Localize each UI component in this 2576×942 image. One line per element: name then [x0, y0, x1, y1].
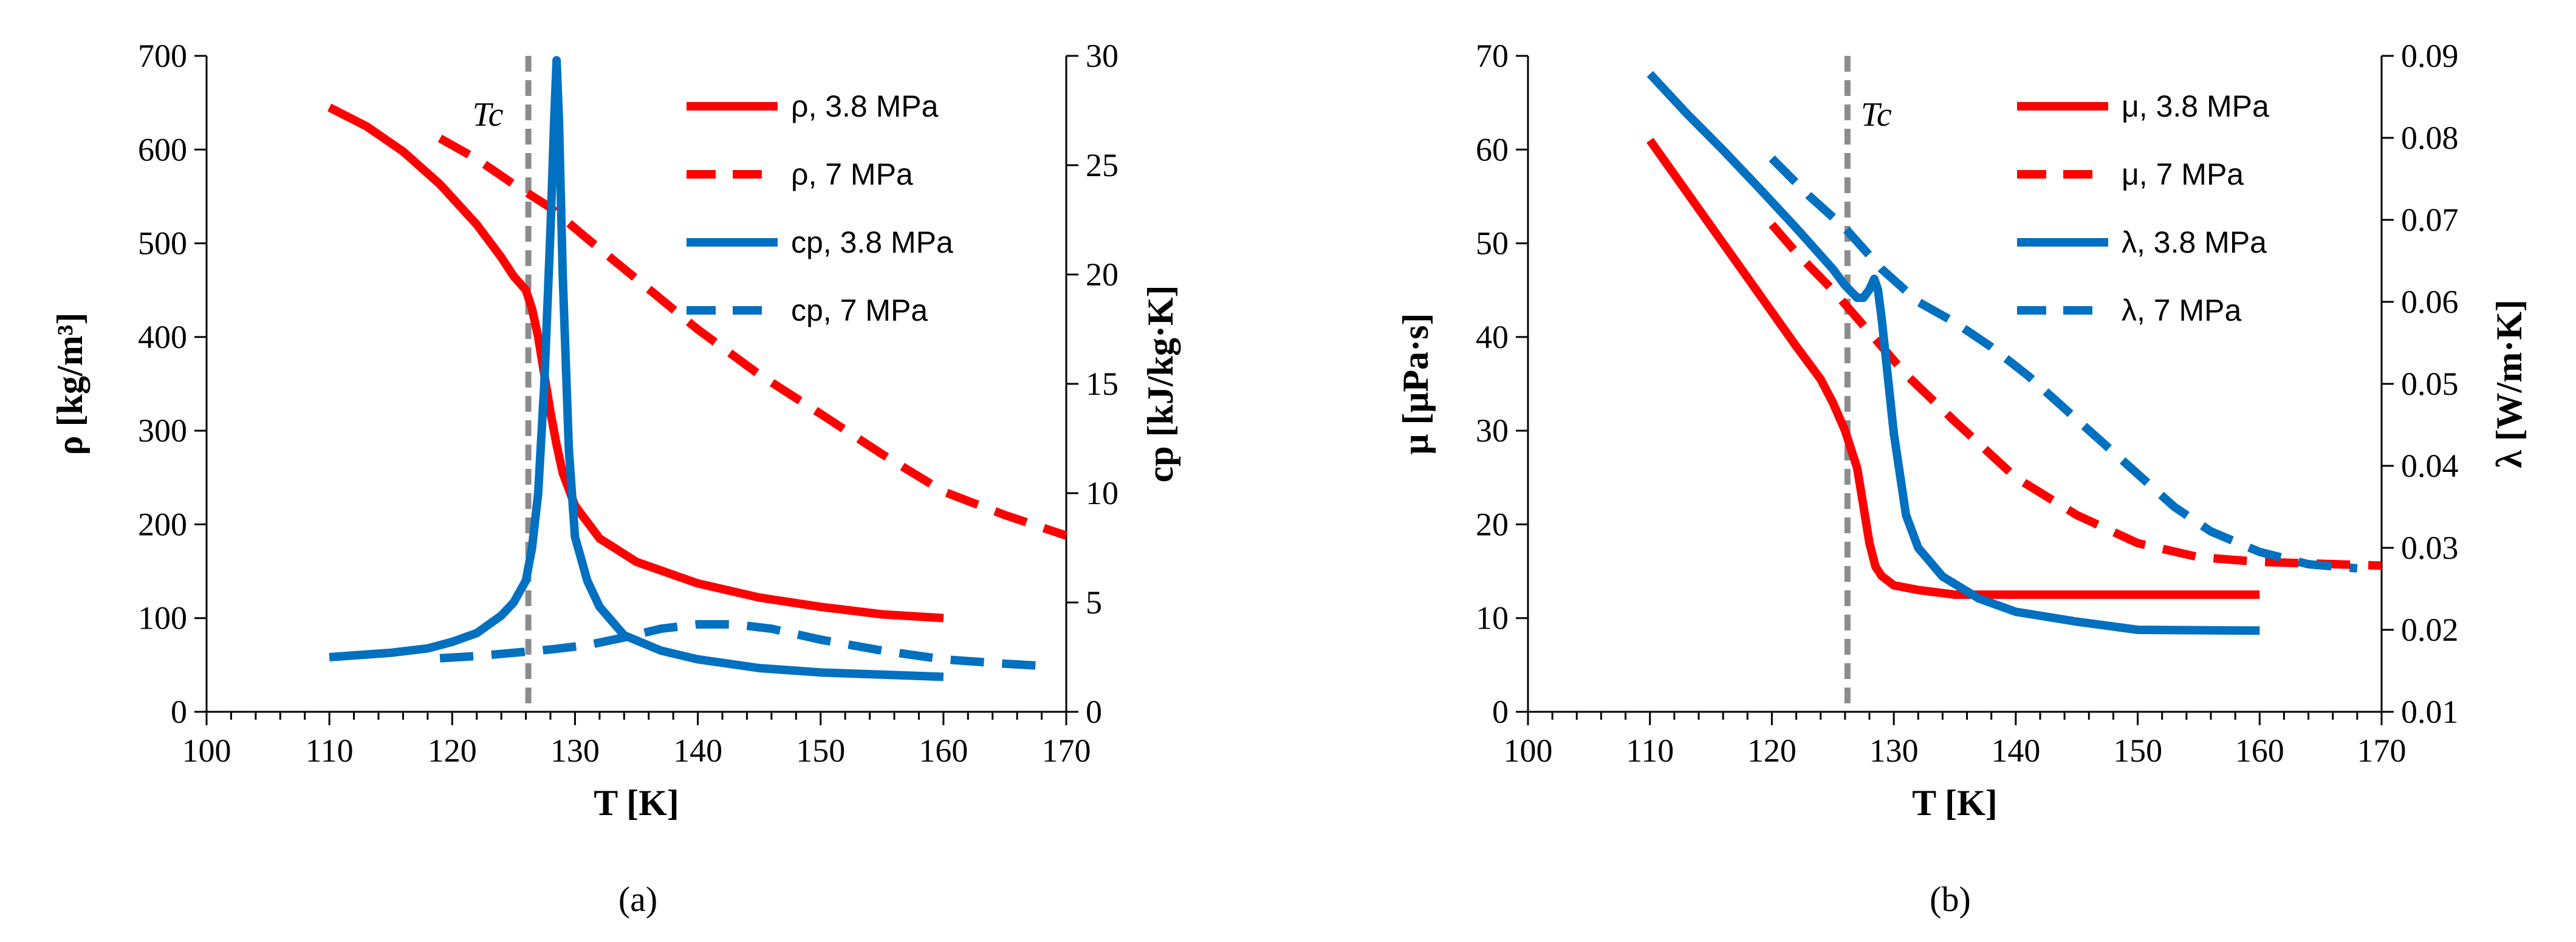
y-right-tick-label: 20	[1086, 256, 1118, 293]
x-tick-label: 150	[2113, 732, 2162, 769]
series-line-2	[329, 56, 944, 681]
x-axis-title: T [K]	[594, 783, 679, 823]
x-tick-label: 130	[1869, 732, 1919, 769]
y-right-tick-label: 0	[1086, 694, 1102, 730]
panel-caption: (b)	[1930, 879, 1971, 919]
y-left-tick-label: 40	[1476, 319, 1509, 355]
y-right-tick-label: 0.08	[2401, 120, 2459, 156]
y-left-tick-label: 300	[138, 412, 187, 449]
legend-label-1: ρ, 7 MPa	[791, 157, 913, 191]
y-left-tick-label: 10	[1476, 600, 1509, 637]
y-right-tick-label: 25	[1086, 147, 1118, 183]
x-tick-label: 100	[182, 732, 231, 769]
y-right-tick-label: 0.01	[2401, 694, 2459, 730]
y-left-tick-label: 70	[1476, 38, 1509, 74]
y-left-tick-label: 500	[138, 225, 187, 262]
y-left-tick-label: 50	[1476, 225, 1509, 262]
y-axis-title-right: cp [kJ/kg·K]	[1140, 285, 1180, 482]
legend-label-3: cp, 7 MPa	[791, 293, 928, 327]
legend-label-3: λ, 7 MPa	[2122, 293, 2241, 327]
series-line-1	[437, 134, 1068, 540]
x-tick-label: 140	[1991, 732, 2040, 769]
x-tick-label: 170	[1042, 732, 1091, 769]
y-axis-title-right: λ [W/m·K]	[2489, 299, 2529, 468]
y-axis-title-left: μ [μPa·s]	[1396, 313, 1436, 455]
x-tick-label: 140	[673, 732, 722, 769]
y-left-tick-label: 400	[138, 319, 187, 355]
x-tick-label: 170	[2357, 732, 2406, 769]
y-left-tick-label: 0	[171, 694, 187, 730]
x-axis-title: T [K]	[1912, 783, 1998, 823]
series-line-2	[1646, 70, 2260, 635]
y-right-tick-label: 5	[1086, 584, 1102, 621]
x-tick-label: 160	[919, 732, 968, 769]
x-tick-label: 100	[1504, 732, 1553, 769]
y-left-tick-label: 20	[1476, 506, 1509, 542]
y-left-tick-label: 600	[138, 131, 187, 168]
y-right-tick-label: 0.02	[2401, 612, 2459, 648]
panel-caption: (a)	[618, 879, 657, 919]
legend-label-2: cp, 3.8 MPa	[791, 225, 953, 259]
x-tick-label: 110	[1626, 732, 1674, 769]
y-right-tick-label: 0.04	[2401, 448, 2459, 484]
critical-temperature-label: Tc	[473, 96, 504, 134]
y-right-tick-label: 0.09	[2401, 38, 2459, 74]
y-right-tick-label: 15	[1086, 366, 1118, 402]
chart-panel-0: 100 110 120 130 140 150 160 1700100200300400500…	[50, 38, 1180, 919]
y-right-tick-label: 0.05	[2401, 366, 2459, 402]
legend-label-2: λ, 3.8 MPa	[2122, 225, 2267, 259]
x-tick-label: 150	[796, 732, 845, 769]
series-line-3	[439, 620, 1043, 671]
critical-temperature-label: Tc	[1861, 96, 1892, 134]
x-tick-label: 130	[550, 732, 600, 769]
legend-label-0: μ, 3.8 MPa	[2122, 89, 2269, 123]
x-tick-label: 110	[306, 732, 354, 769]
x-tick-label: 120	[428, 732, 477, 769]
y-left-tick-label: 0	[1492, 694, 1509, 730]
y-right-tick-label: 0.07	[2401, 202, 2459, 238]
y-right-tick-label: 30	[1086, 38, 1118, 74]
y-right-tick-label: 0.03	[2401, 530, 2459, 566]
y-axis-title-left: ρ [kg/m³]	[50, 312, 90, 455]
y-left-tick-label: 100	[138, 600, 187, 637]
series-line-3	[1769, 155, 2358, 573]
x-tick-label: 160	[2235, 732, 2284, 769]
x-tick-label: 120	[1747, 732, 1797, 769]
legend-label-0: ρ, 3.8 MPa	[791, 89, 939, 123]
y-left-tick-label: 200	[138, 506, 187, 542]
legend-label-1: μ, 7 MPa	[2122, 157, 2244, 191]
y-left-tick-label: 700	[138, 38, 187, 74]
y-right-tick-label: 10	[1086, 475, 1118, 511]
y-right-tick-label: 0.06	[2401, 284, 2459, 320]
chart-panel-1: 100 110 120 130 140 150 160 170 0 10 20 30 40 50 60 70 0…	[1396, 38, 2529, 919]
series-line-0	[1646, 137, 2260, 599]
y-left-tick-label: 30	[1476, 412, 1509, 449]
y-left-tick-label: 60	[1476, 131, 1509, 168]
